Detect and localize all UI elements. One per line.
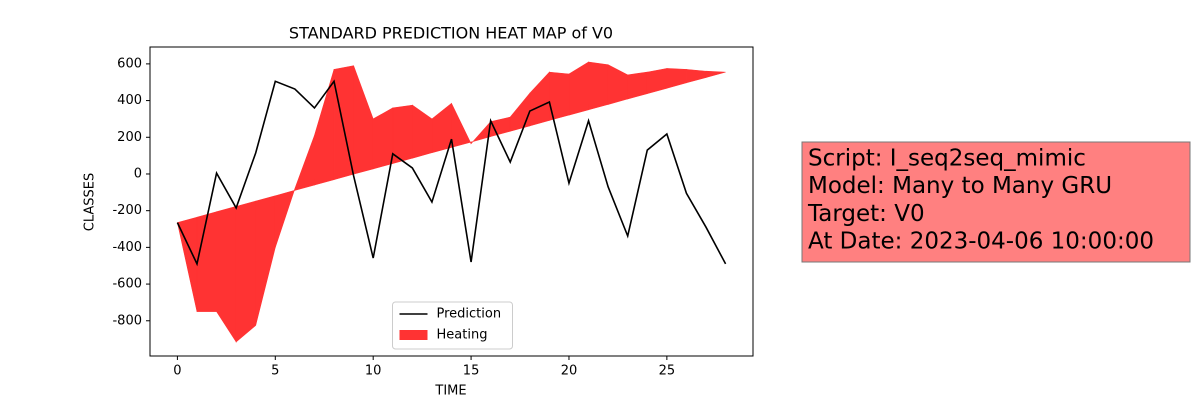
y-tick-label: 400 <box>117 93 142 108</box>
annotation-box <box>801 141 1191 263</box>
y-tick-label: 600 <box>117 56 142 71</box>
y-tick-label: -200 <box>112 203 142 218</box>
annotation-text: Script: I_seq2seq_mimic <box>808 146 1086 172</box>
legend-swatch <box>399 330 428 340</box>
y-tick-label: -600 <box>112 277 142 292</box>
heat-area <box>216 206 237 343</box>
heat-area <box>294 135 315 191</box>
x-tick-label: 0 <box>173 364 181 379</box>
heat-area <box>646 68 668 94</box>
heat-area <box>588 61 609 111</box>
heat-area <box>314 69 335 186</box>
heat-area <box>666 68 687 89</box>
heat-area <box>509 92 531 132</box>
heat-area <box>431 102 452 154</box>
annotation-text: Target: V0 <box>807 201 925 227</box>
x-tick-label: 20 <box>561 364 578 379</box>
heat-area <box>451 103 472 148</box>
x-tick-label: 25 <box>659 364 676 379</box>
heat-area <box>196 211 217 312</box>
heat-area <box>412 104 433 159</box>
heat-area <box>274 188 296 248</box>
x-axis-label: TIME <box>434 384 466 399</box>
y-tick-label: 0 <box>134 166 142 181</box>
chart-title: STANDARD PREDICTION HEAT MAP of V0 <box>289 24 613 43</box>
heat-area <box>235 200 257 343</box>
heat-area <box>686 69 707 84</box>
x-tick-label: 15 <box>463 364 480 379</box>
plot-frame <box>149 46 754 357</box>
annotation-text: Model: Many to Many GRU <box>808 173 1112 199</box>
y-tick-label: -800 <box>112 313 142 328</box>
y-tick-label: -400 <box>112 240 142 255</box>
heat-area <box>392 104 413 164</box>
x-tick-label: 5 <box>271 364 279 379</box>
heat-area <box>372 107 394 170</box>
legend-label: Heating <box>437 328 488 343</box>
heat-area <box>627 71 648 100</box>
prediction-line <box>176 79 727 267</box>
heat-area <box>177 216 198 312</box>
heat-area <box>705 70 726 78</box>
heat-area <box>353 65 374 175</box>
y-tick-label: 200 <box>117 130 142 145</box>
y-axis-label: CLASSES <box>83 173 98 231</box>
heat-area <box>529 71 550 127</box>
heat-area <box>255 195 276 326</box>
heat-area <box>568 61 589 116</box>
annotation-text: At Date: 2023-04-06 10:00:00 <box>808 229 1154 255</box>
legend-label: Prediction <box>437 307 502 322</box>
x-tick-label: 10 <box>365 364 382 379</box>
heat-area <box>607 64 629 105</box>
